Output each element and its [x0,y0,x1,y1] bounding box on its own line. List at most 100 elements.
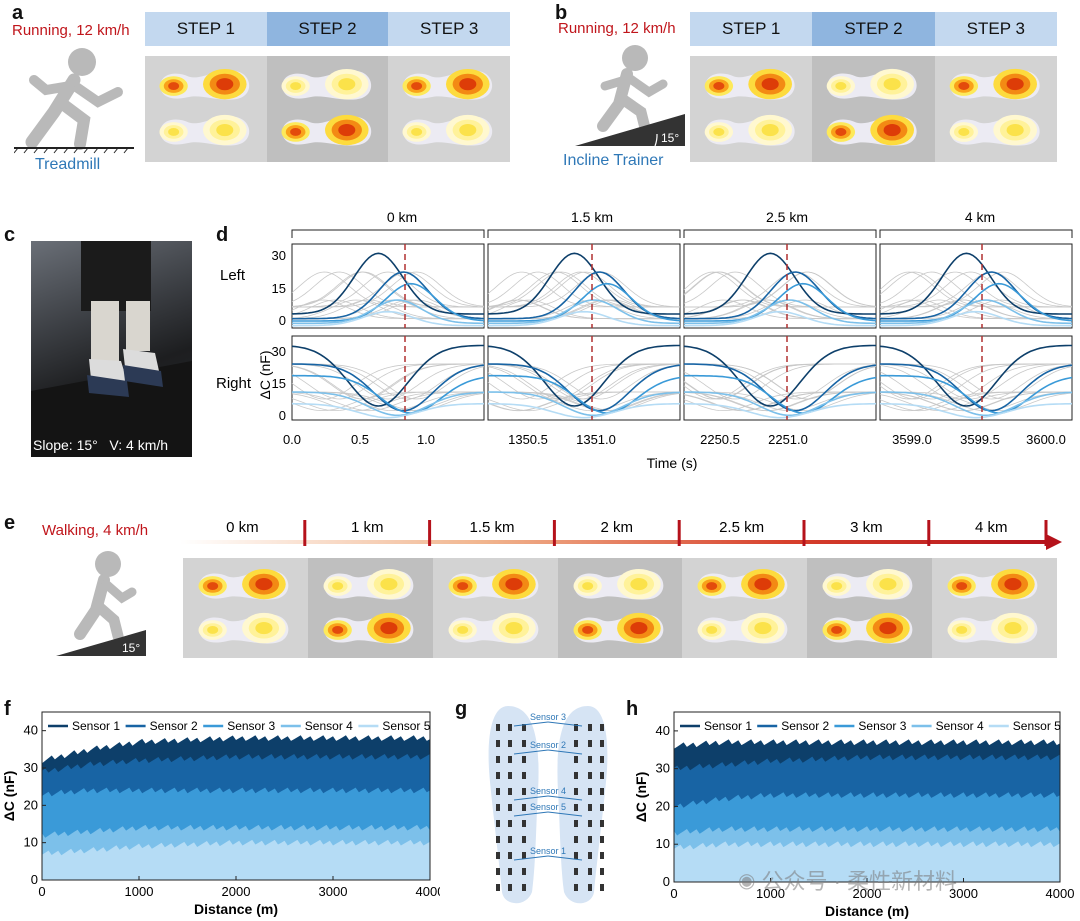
distance-label: 3 km [850,519,883,536]
sensor-trace [879,402,1073,419]
incline-runner-icon: 15° [575,45,685,147]
y-axis-label: ΔC (nF) [1,771,17,822]
segment-label-1: 1.5 km [571,209,613,225]
sensor-dot [574,884,578,891]
pressure-zone [505,578,523,591]
sensor-dot [522,852,526,859]
pressure-zone [331,582,344,590]
sensor-link [547,721,583,727]
panel-c-letter: c [4,224,16,246]
sensor-dot [522,868,526,875]
pressure-map-1 [307,558,433,658]
ytick-left-15: 15 [272,281,286,296]
sensor-trace [880,282,1073,322]
gray-trace [291,299,484,320]
sensor-trace [684,282,877,322]
gray-trace [683,299,876,320]
ytick-left-30: 30 [272,248,286,263]
sensor-trace [488,310,680,327]
segment-label-2: 2.5 km [766,209,808,225]
sensor-label: Sensor 4 [530,786,566,796]
ytick-label: 40 [24,723,38,738]
pressure-zone [713,82,725,90]
incline-angle-text: 15° [661,131,679,145]
xtick-2-0: 2250.5 [700,432,740,447]
gray-trace [683,363,876,400]
sensor-dot [522,804,526,811]
plot-frame [683,243,877,329]
segment-bracket [487,229,681,238]
panel-d-segments [291,229,1073,421]
sensor-link [547,795,583,801]
segment-label-3: 4 km [965,209,995,225]
sensor-link [513,721,549,727]
gray-trace [683,363,876,400]
sensor-dot [588,884,592,891]
sensor-link [513,855,549,861]
pressure-zone [1006,78,1024,91]
gray-trace [291,363,485,400]
pressure-zone [380,578,398,591]
sensor-trace [487,363,681,412]
sensor-trace [488,299,680,325]
legend-label: Sensor 2 [781,719,829,733]
x-axis-label: Distance (m) [194,901,278,917]
panel-d-xlabel: Time (s) [647,455,698,471]
sensor-link [513,811,549,817]
gray-trace [291,271,484,308]
sensor-trace [684,310,876,327]
sensor-dot [574,772,578,779]
row-label-right: Right [216,375,252,392]
ytick-label: 20 [656,798,670,813]
pressure-zone [289,127,301,136]
xtick-0-0: 0.0 [283,432,301,447]
pressure-map-step-3 [934,56,1057,162]
xtick-label: 2000 [853,886,882,901]
panel-g-letter: g [455,698,468,720]
sensor-dot [574,836,578,843]
ytick-label: 40 [656,723,670,738]
xtick-label: 0 [670,886,677,901]
sensor-dot [508,868,512,875]
sensor-dot [522,884,526,891]
x-axis-label: Distance (m) [825,903,909,919]
sensor-label: Sensor 2 [530,740,566,750]
pressure-zone [337,123,355,137]
sensor-dot [588,724,592,731]
sensor-trace [291,402,485,419]
sensor-dot [600,788,604,795]
sensor-trace [880,310,1072,327]
step-2-label: STEP 2 [812,12,935,46]
pressure-map-0 [183,558,308,658]
distance-label: 4 km [975,519,1008,536]
ytick-label: 0 [31,872,38,887]
gray-trace [292,271,484,308]
distance-label: 1.5 km [469,519,514,536]
sensor-dot [496,724,500,731]
xtick-label: 3000 [319,884,348,899]
pressure-zone [831,582,843,590]
sensor-dot [600,804,604,811]
sensor-trace [292,310,484,327]
panel-a-step-bar: STEP 1 STEP 2 STEP 3 [145,12,511,46]
panel-d-letter: d [216,224,229,246]
sensor-dot [496,852,500,859]
pressure-zone [1004,622,1022,635]
sensor-dot [522,724,526,731]
gray-trace [487,391,680,412]
ytick-left-0: 0 [279,313,286,328]
panel-b-letter: b [555,2,568,24]
pressure-zone [337,78,355,91]
pressure-zone [883,124,902,137]
sensor-trace [880,374,1073,414]
sensor-trace [684,299,876,325]
pressure-map-6 [932,558,1058,658]
ytick-label: 10 [24,835,38,850]
area-series-5 [42,839,430,880]
ytick-label: 30 [24,760,38,775]
pressure-zone [380,622,398,635]
sensor-trace [487,252,680,315]
pressure-zone [505,622,523,635]
pressure-zone [754,578,772,591]
sensor-dot [508,852,512,859]
